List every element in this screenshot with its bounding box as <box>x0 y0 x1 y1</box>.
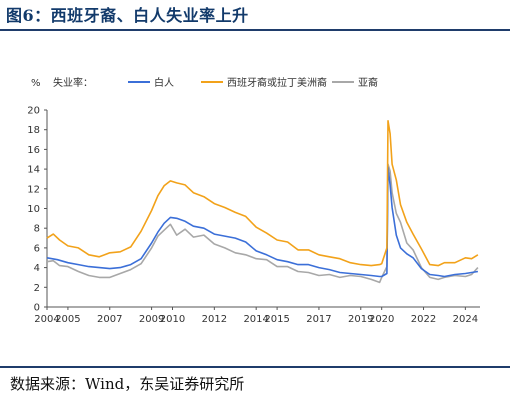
x-tick-label: 2012 <box>202 314 227 325</box>
legend: % 失业率： 白人 西班牙裔或拉丁美洲裔 亚裔 <box>31 76 378 89</box>
bottom-rule <box>0 366 510 368</box>
top-rule <box>0 29 510 31</box>
y-tick-label: 10 <box>27 204 40 215</box>
y-tick-label: 18 <box>27 125 40 136</box>
y-tick-label: 12 <box>27 184 40 195</box>
y-unit-label: % <box>31 78 41 89</box>
x-tick-label: 2024 <box>453 314 478 325</box>
x-tick-label: 2014 <box>243 314 268 325</box>
x-tick-label: 2017 <box>306 314 331 325</box>
y-tick-label: 2 <box>34 283 40 294</box>
y-tick-label: 20 <box>27 106 40 117</box>
x-tick-label: 2005 <box>55 314 80 325</box>
series-line-2 <box>46 163 479 284</box>
x-tick-label: 2019 <box>348 314 373 325</box>
x-tick-label: 2007 <box>97 314 122 325</box>
y-tick-label: 16 <box>27 145 40 156</box>
y-tick-label: 6 <box>34 243 40 254</box>
figure-title: 图6：西班牙裔、白人失业率上升 <box>6 6 249 25</box>
source-note: 数据来源：Wind，东吴证券研究所 <box>10 375 245 393</box>
x-tick-label: 2010 <box>160 314 185 325</box>
legend-label-1: 西班牙裔或拉丁美洲裔 <box>227 76 327 89</box>
series-line-0 <box>46 166 479 278</box>
legend-label-2: 亚裔 <box>358 76 378 89</box>
x-tick-label: 2015 <box>264 314 289 325</box>
series-line-1 <box>46 120 479 267</box>
y-tick-label: 0 <box>34 303 40 314</box>
y-tick-label: 14 <box>27 165 40 176</box>
legend-label-0: 白人 <box>154 76 174 89</box>
y-tick-label: 8 <box>34 224 40 235</box>
legend-title: 失业率： <box>53 76 93 89</box>
y-tick-label: 4 <box>34 263 40 274</box>
plot-area <box>46 120 479 284</box>
x-tick-label: 2022 <box>411 314 436 325</box>
x-tick-label: 2009 <box>139 314 164 325</box>
x-tick-label: 2004 <box>34 314 59 325</box>
x-tick-label: 2020 <box>369 314 394 325</box>
unemployment-line-chart: % 失业率： 白人 西班牙裔或拉丁美洲裔 亚裔 024681012141618202… <box>27 76 480 325</box>
